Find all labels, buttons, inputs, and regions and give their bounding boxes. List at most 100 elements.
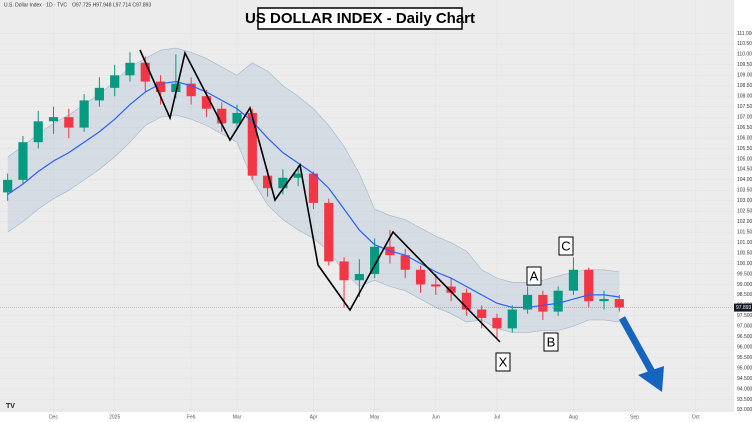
candle-body	[431, 284, 441, 287]
annotation-label: A	[530, 268, 539, 283]
annotation-box	[543, 332, 559, 352]
x-tick-label: Jun	[432, 414, 440, 420]
candle-body	[110, 75, 120, 88]
y-tick-label: 106.000	[737, 135, 752, 141]
y-tick-label: 100.000	[737, 261, 752, 267]
y-tick-label: 97.500	[737, 313, 752, 319]
y-tick-label: 109.500	[737, 62, 752, 68]
candle-body	[492, 317, 502, 329]
candle-body	[568, 269, 579, 291]
y-tick-label: 94.000	[737, 386, 752, 392]
title-box	[257, 7, 463, 30]
candle-body	[125, 62, 135, 76]
y-tick-label: 96.000	[737, 344, 752, 350]
x-tick-label: Apr	[310, 414, 318, 420]
last-price-label: 97.893	[736, 305, 752, 311]
candle-body	[522, 294, 533, 310]
x-tick-label: May	[370, 414, 380, 420]
chart-title: US DOLLAR INDEX - Daily Chart	[245, 10, 475, 27]
y-tick-label: 104.000	[737, 177, 752, 183]
y-tick-label: 100.500	[737, 250, 752, 256]
candle-body	[415, 269, 426, 285]
plot-background	[0, 0, 734, 412]
y-tick-label: 102.500	[737, 209, 752, 215]
candle-body	[201, 96, 212, 109]
x-tick-label: Feb	[187, 414, 196, 420]
candle-body	[324, 202, 334, 262]
candle-body	[94, 87, 104, 101]
candle-body	[477, 309, 487, 318]
y-tick-label: 93.500	[737, 397, 752, 403]
candle-body	[553, 290, 563, 312]
candle-body	[171, 83, 181, 93]
candle-body	[370, 246, 380, 274]
y-tick-label: 101.000	[737, 240, 752, 246]
candle-body	[614, 299, 624, 308]
candle-body	[584, 269, 594, 302]
y-tick-label: 103.500	[737, 188, 752, 194]
y-tick-label: 98.500	[737, 292, 752, 298]
annotation-box	[495, 352, 511, 372]
candle-body	[278, 177, 288, 189]
candle-body	[507, 309, 517, 329]
x-tick-label: 2025	[109, 414, 120, 420]
y-tick-label: 108.500	[737, 83, 752, 89]
candle-body	[339, 261, 349, 281]
x-tick-label: Mar	[233, 414, 242, 420]
candle-body	[461, 292, 471, 310]
y-tick-label: 109.000	[737, 73, 752, 79]
annotation-box	[526, 266, 542, 286]
y-tick-label: 97.000	[737, 324, 752, 330]
candle-body	[155, 81, 166, 93]
zigzag-drawing	[139, 49, 501, 343]
y-tick-label: 99.500	[737, 271, 752, 277]
moving-average	[7, 80, 620, 309]
candle-body	[599, 299, 609, 302]
last-price-tag	[734, 303, 752, 312]
x-tick-label: Sep	[630, 414, 639, 420]
y-tick-label: 96.500	[737, 334, 752, 340]
annotation-label: B	[547, 334, 556, 349]
y-tick-label: 104.500	[737, 167, 752, 173]
candle-body	[232, 112, 242, 124]
candle-body	[3, 179, 13, 193]
candle-body	[354, 273, 364, 281]
y-tick-label: 111.000	[737, 31, 752, 37]
y-tick-label: 105.500	[737, 146, 752, 152]
candle-body	[18, 142, 28, 180]
arrow-shaft	[618, 316, 656, 374]
candle-body	[308, 173, 319, 203]
candle-body	[446, 286, 456, 293]
x-tick-label: Oct	[692, 414, 700, 420]
ohlc: O97.725 H97.948 L97.714 C97.893	[72, 2, 151, 8]
y-tick-label: 106.500	[737, 125, 752, 131]
symbol: U.S. Dollar Index · 1D · TVC	[4, 2, 67, 8]
candle-body	[217, 108, 227, 124]
logo: TV	[6, 403, 15, 410]
candle-body	[293, 173, 303, 178]
candle-body	[263, 175, 273, 189]
y-tick-label: 110.000	[737, 52, 752, 58]
time-axis	[0, 412, 734, 422]
y-tick-label: 95.500	[737, 355, 752, 361]
y-tick-label: 105.000	[737, 156, 752, 162]
arrow-head	[638, 366, 664, 392]
candle-body	[33, 121, 43, 143]
candle-body	[79, 100, 89, 128]
y-tick-label: 108.000	[737, 94, 752, 100]
y-tick-label: 107.500	[737, 104, 752, 110]
x-tick-label: Aug	[569, 414, 578, 420]
x-tick-label: Jul	[494, 414, 500, 420]
y-tick-label: 107.000	[737, 114, 752, 120]
bollinger-upper	[7, 47, 620, 283]
annotation-label: X	[499, 354, 508, 369]
y-tick-label: 101.500	[737, 229, 752, 235]
x-tick-label: Dec	[49, 414, 58, 420]
annotation-box	[558, 236, 574, 256]
y-tick-label: 110.500	[737, 41, 752, 47]
candle-body	[538, 294, 548, 312]
y-tick-label: 95.000	[737, 365, 752, 371]
candle-body	[48, 117, 59, 122]
